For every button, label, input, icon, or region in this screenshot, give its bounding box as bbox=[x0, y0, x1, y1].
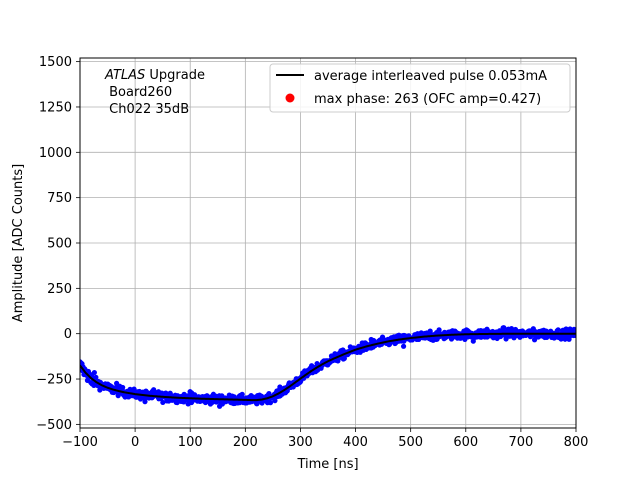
sample-point bbox=[118, 385, 124, 391]
sample-point bbox=[160, 399, 166, 406]
sample-point bbox=[470, 338, 476, 344]
sample-point bbox=[265, 391, 272, 398]
annotation-atlas: ATLAS bbox=[104, 68, 145, 83]
sample-point bbox=[89, 381, 95, 387]
sample-point bbox=[559, 333, 565, 340]
x-tick-label: 0 bbox=[131, 435, 139, 450]
sample-point bbox=[400, 343, 407, 349]
y-tick-label: −500 bbox=[36, 418, 72, 433]
x-tick-label: −100 bbox=[62, 435, 98, 450]
plot-area bbox=[80, 325, 576, 409]
sample-point bbox=[553, 334, 559, 340]
sample-point bbox=[142, 399, 148, 405]
y-axis-ticks: −500 −250 0 250 500 750 1000 1250 1500 bbox=[36, 55, 80, 433]
sample-point bbox=[91, 369, 97, 376]
sample-point bbox=[436, 327, 442, 333]
x-tick-label: 300 bbox=[288, 435, 313, 450]
y-tick-label: −250 bbox=[36, 373, 72, 388]
y-tick-label: 500 bbox=[47, 237, 72, 252]
sample-point bbox=[151, 387, 157, 393]
sample-point bbox=[167, 390, 173, 396]
average-pulse-line-layer bbox=[80, 332, 576, 402]
x-tick-label: 400 bbox=[343, 435, 368, 450]
average-pulse-line bbox=[80, 332, 576, 402]
y-axis-title: Amplitude [ADC Counts] bbox=[11, 164, 26, 322]
sample-point bbox=[267, 400, 274, 406]
sample-point bbox=[531, 337, 538, 343]
x-axis-title: Time [ns] bbox=[296, 457, 358, 472]
annotation-channel: Ch022 35dB bbox=[105, 102, 189, 117]
x-tick-label: 800 bbox=[564, 435, 589, 450]
sample-point bbox=[239, 391, 245, 397]
sample-point bbox=[341, 355, 347, 361]
y-tick-label: 1000 bbox=[39, 146, 72, 161]
sample-point bbox=[427, 328, 433, 334]
legend-label-max-phase: max phase: 263 (OFC amp=0.427) bbox=[314, 92, 541, 107]
sample-point bbox=[220, 399, 226, 405]
sample-point bbox=[386, 341, 392, 347]
x-tick-label: 100 bbox=[178, 435, 203, 450]
x-tick-label: 500 bbox=[398, 435, 423, 450]
sample-point bbox=[501, 325, 507, 331]
sample-point bbox=[97, 387, 103, 393]
sample-point bbox=[93, 374, 99, 380]
sample-point bbox=[484, 326, 490, 332]
y-tick-label: 1250 bbox=[39, 100, 72, 115]
sample-point bbox=[216, 403, 223, 409]
sample-point bbox=[114, 380, 120, 386]
x-tick-label: 700 bbox=[508, 435, 533, 450]
sample-point bbox=[187, 389, 193, 395]
legend-box bbox=[269, 63, 571, 113]
sample-point bbox=[188, 399, 195, 406]
y-tick-label: 1500 bbox=[39, 55, 72, 70]
sample-point bbox=[490, 335, 497, 341]
legend-label-average: average interleaved pulse 0.053mA bbox=[314, 69, 547, 84]
legend: average interleaved pulse 0.053mA max ph… bbox=[269, 63, 571, 113]
atlas-annotation: ATLAS Upgrade Board260 Ch022 35dB bbox=[104, 68, 205, 117]
annotation-upgrade: Upgrade bbox=[145, 68, 205, 83]
sample-point bbox=[155, 389, 162, 395]
y-tick-label: 750 bbox=[47, 191, 72, 206]
x-tick-label: 200 bbox=[233, 435, 258, 450]
y-tick-label: 250 bbox=[47, 282, 72, 297]
sample-point bbox=[272, 398, 278, 404]
sample-point bbox=[161, 391, 168, 397]
legend-marker-swatch bbox=[285, 93, 295, 103]
annotation-board: Board260 bbox=[105, 85, 172, 100]
sample-point bbox=[555, 327, 561, 333]
x-tick-label: 600 bbox=[453, 435, 478, 450]
svg-text:ATLAS Upgrade: ATLAS Upgrade bbox=[104, 68, 205, 83]
x-axis-ticks: −100 0 100 200 300 400 500 600 700 800 bbox=[62, 428, 588, 450]
y-tick-label: 0 bbox=[64, 327, 72, 342]
sample-point bbox=[368, 336, 374, 343]
